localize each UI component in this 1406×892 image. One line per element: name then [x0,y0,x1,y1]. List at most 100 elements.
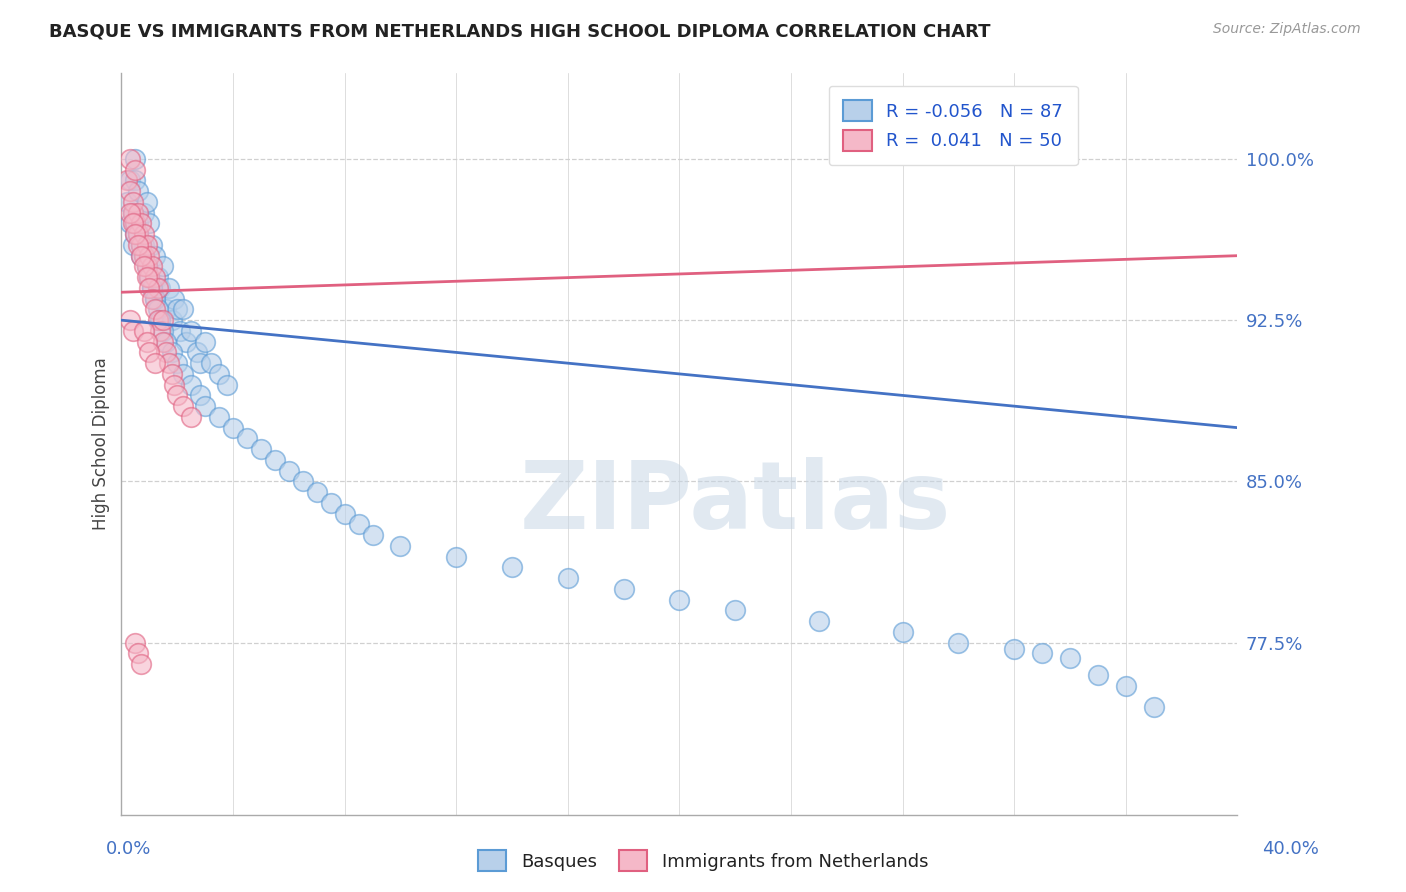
Point [121,216,143,230]
Point [124,216,146,230]
Legend: R = -0.056   N = 87, R =  0.041   N = 50: R = -0.056 N = 87, R = 0.041 N = 50 [828,86,1077,165]
Point [291,475,314,489]
Point [160,313,183,327]
Point [152,324,174,338]
Point [319,496,342,510]
Point [208,409,231,424]
Point [143,356,166,370]
Point [188,388,211,402]
Point [143,292,166,306]
Text: BASQUE VS IMMIGRANTS FROM NETHERLANDS HIGH SCHOOL DIPLOMA CORRELATION CHART: BASQUE VS IMMIGRANTS FROM NETHERLANDS HI… [49,22,991,40]
Text: 0.0%: 0.0% [105,840,150,858]
Point [217,377,239,392]
Point [264,453,287,467]
Text: Source: ZipAtlas.com: Source: ZipAtlas.com [1213,22,1361,37]
Point [613,582,636,596]
Y-axis label: High School Diploma: High School Diploma [93,358,110,530]
Point [169,324,191,338]
Point [160,367,183,381]
Point [135,270,157,285]
Point [127,184,149,198]
Point [121,324,143,338]
Point [157,281,180,295]
Point [118,216,141,230]
Point [186,345,208,359]
Point [152,260,174,274]
Point [127,216,149,230]
Point [155,334,177,349]
Point [129,249,152,263]
Text: ZIPatlas: ZIPatlas [519,457,950,549]
Point [948,635,970,649]
Point [129,238,152,252]
Point [1059,650,1081,665]
Point [138,270,160,285]
Point [138,216,160,230]
Point [132,249,155,263]
Point [143,292,166,306]
Point [118,184,141,198]
Point [127,646,149,660]
Point [333,507,356,521]
Point [1087,668,1109,682]
Point [501,560,523,574]
Point [807,614,830,628]
Point [166,356,188,370]
Point [668,592,690,607]
Point [160,345,183,359]
Point [236,431,259,445]
Point [135,334,157,349]
Point [250,442,273,457]
Point [155,302,177,317]
Point [149,313,172,327]
Point [135,260,157,274]
Point [180,324,202,338]
Point [135,260,157,274]
Point [166,302,188,317]
Point [124,227,146,242]
Point [208,367,231,381]
Point [121,194,143,209]
Point [389,539,412,553]
Point [305,485,328,500]
Point [124,227,146,242]
Point [138,249,160,263]
Point [141,238,163,252]
Point [166,388,188,402]
Point [277,464,299,478]
Text: 40.0%: 40.0% [1263,840,1319,858]
Point [1143,700,1166,714]
Point [143,249,166,263]
Point [180,409,202,424]
Point [121,205,143,219]
Point [194,334,217,349]
Point [132,324,155,338]
Point [157,356,180,370]
Point [118,313,141,327]
Point [149,281,172,295]
Point [146,313,169,327]
Point [141,281,163,295]
Point [172,302,194,317]
Point [127,227,149,242]
Point [163,292,186,306]
Point [146,270,169,285]
Point [146,302,169,317]
Point [132,205,155,219]
Point [129,216,152,230]
Point [138,270,160,285]
Point [124,173,146,187]
Point [132,249,155,263]
Point [138,270,160,285]
Point [557,571,579,585]
Point [141,260,163,274]
Point [135,260,157,274]
Point [124,162,146,177]
Point [1002,642,1025,657]
Point [127,205,149,219]
Legend: Basques, Immigrants from Netherlands: Basques, Immigrants from Netherlands [471,843,935,879]
Point [124,152,146,166]
Point [127,238,149,252]
Point [135,194,157,209]
Point [724,603,747,617]
